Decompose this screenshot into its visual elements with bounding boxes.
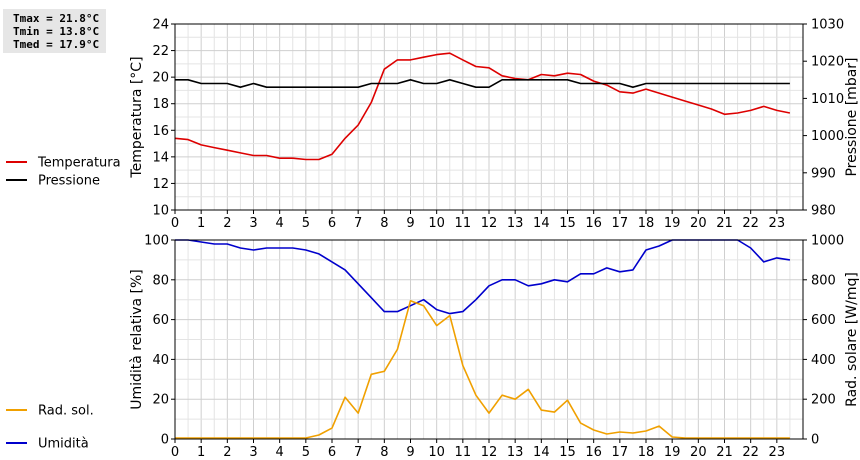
panel1-xtick-label: 21 bbox=[716, 216, 733, 231]
tmax-label: Tmax = 21.8°C bbox=[13, 12, 100, 25]
panel1-xtick-label: 13 bbox=[507, 216, 524, 231]
panel1-xtick-label: 15 bbox=[559, 216, 576, 231]
panel2-frame bbox=[174, 239, 804, 440]
panel1-series-1-line bbox=[174, 52, 791, 161]
panel2-xtick-label: 22 bbox=[742, 445, 759, 460]
panel1-ytick-label: 20 bbox=[152, 71, 169, 86]
tmin-label: Tmin = 13.8°C bbox=[13, 25, 100, 38]
panel2-xtick-label: 8 bbox=[380, 445, 388, 460]
panel2-xtick-label: 18 bbox=[638, 445, 655, 460]
panel1-xtick-label: 9 bbox=[406, 216, 414, 231]
panel2-xtick-label: 14 bbox=[533, 445, 550, 460]
panel2-xtick-label: 7 bbox=[354, 445, 362, 460]
panel1-xtick-label: 4 bbox=[276, 216, 284, 231]
panel2-xtick-label: 20 bbox=[690, 445, 707, 460]
panel2-ytick-label: 60 bbox=[152, 313, 169, 328]
panel2-xtick-label: 5 bbox=[302, 445, 310, 460]
panel2-ytick-label: 100 bbox=[144, 234, 169, 249]
panel1-series-2-line bbox=[175, 79, 790, 88]
panel1-xtick-label: 2 bbox=[223, 216, 231, 231]
panel2-ylabel: Umidità relativa [%] bbox=[129, 269, 145, 410]
panel2-xtick-label: 4 bbox=[276, 445, 284, 460]
panel2-xtick-label: 12 bbox=[481, 445, 498, 460]
panel2-xtick-label: 6 bbox=[328, 445, 336, 460]
panel1-xtick-label: 22 bbox=[742, 216, 759, 231]
panel2-xtick-label: 17 bbox=[612, 445, 629, 460]
panel2-xtick-label: 10 bbox=[428, 445, 445, 460]
panel2-y2tick-label: 1000 bbox=[811, 234, 844, 249]
panel2-y2tick-label: 200 bbox=[811, 393, 836, 408]
panel1-frame bbox=[174, 23, 804, 211]
panel1-xtick-label: 19 bbox=[664, 216, 681, 231]
panel1-y2label: Pressione [mbar] bbox=[844, 57, 860, 176]
panel2-ytick-label: 0 bbox=[161, 433, 169, 448]
panel2-y2label: Rad. solare [W/mq] bbox=[844, 272, 860, 407]
panel1-legend-label-1: Temperatura bbox=[37, 156, 121, 171]
panel1-ytick-label: 18 bbox=[152, 97, 169, 112]
panel1-y2tick-label: 980 bbox=[811, 204, 836, 219]
panel2-xtick-label: 11 bbox=[455, 445, 472, 460]
panel2-xtick-label: 0 bbox=[171, 445, 179, 460]
panel1-y2tick-label: 1000 bbox=[811, 129, 844, 144]
panel1-xtick-label: 5 bbox=[302, 216, 310, 231]
panel2-y2tick-label: 800 bbox=[811, 273, 836, 288]
panel1-xtick-label: 10 bbox=[428, 216, 445, 231]
panel2-xtick-label: 3 bbox=[249, 445, 257, 460]
stats-box: Tmax = 21.8°C Tmin = 13.8°C Tmed = 17.9°… bbox=[3, 9, 106, 53]
panel1-y2tick-label: 990 bbox=[811, 166, 836, 181]
panel1-xtick-label: 14 bbox=[533, 216, 550, 231]
panel1-ytick-label: 24 bbox=[152, 18, 169, 33]
panel1-xtick-label: 7 bbox=[354, 216, 362, 231]
panel1-ytick-label: 12 bbox=[152, 177, 169, 192]
panel2-y2tick-label: 400 bbox=[811, 353, 836, 368]
panel1-xtick-label: 23 bbox=[769, 216, 786, 231]
panel1-xtick-label: 16 bbox=[585, 216, 602, 231]
panel1-ytick-label: 22 bbox=[152, 44, 169, 59]
panel1-y2tick-label: 1030 bbox=[811, 18, 844, 33]
panel2-y2tick-label: 600 bbox=[811, 313, 836, 328]
panel1-ylabel: Temperatura [°C] bbox=[129, 56, 145, 178]
panel2-xtick-label: 23 bbox=[769, 445, 786, 460]
panel2-xtick-label: 21 bbox=[716, 445, 733, 460]
panel2-xtick-label: 1 bbox=[197, 445, 205, 460]
panel1-ytick-label: 14 bbox=[152, 150, 169, 165]
panel2-xtick-label: 19 bbox=[664, 445, 681, 460]
panel2-series-2-line bbox=[175, 299, 790, 439]
tmed-label: Tmed = 17.9°C bbox=[13, 38, 100, 51]
panel1-xtick-label: 12 bbox=[481, 216, 498, 231]
panel1-xtick-label: 1 bbox=[197, 216, 205, 231]
panel2-xtick-label: 9 bbox=[406, 445, 414, 460]
panel1-xtick-label: 11 bbox=[455, 216, 472, 231]
panel1-xtick-label: 8 bbox=[380, 216, 388, 231]
panel2-legend-label-1: Umidità bbox=[38, 437, 89, 452]
panel2-ytick-label: 40 bbox=[152, 353, 169, 368]
panel1-xtick-label: 0 bbox=[171, 216, 179, 231]
panel2-ytick-label: 80 bbox=[152, 273, 169, 288]
panel1-xtick-label: 17 bbox=[612, 216, 629, 231]
panel2-xtick-label: 15 bbox=[559, 445, 576, 460]
panel2-ytick-label: 20 bbox=[152, 393, 169, 408]
panel1-y2tick-label: 1010 bbox=[811, 92, 844, 107]
panel1-ytick-label: 10 bbox=[152, 204, 169, 219]
panel1-xtick-label: 20 bbox=[690, 216, 707, 231]
panel2-xtick-label: 2 bbox=[223, 445, 231, 460]
panel1-xtick-label: 18 bbox=[638, 216, 655, 231]
panel2-xtick-label: 16 bbox=[585, 445, 602, 460]
panel1-legend-label-2: Pressione bbox=[38, 174, 100, 189]
panel1-y2tick-label: 1020 bbox=[811, 55, 844, 70]
panel2-xtick-label: 13 bbox=[507, 445, 524, 460]
panel1-xtick-label: 6 bbox=[328, 216, 336, 231]
panel1-ytick-label: 16 bbox=[152, 124, 169, 139]
panel2-legend-label-2: Rad. sol. bbox=[38, 404, 94, 419]
panel1-xtick-label: 3 bbox=[249, 216, 257, 231]
panel2-y2tick-label: 0 bbox=[811, 433, 819, 448]
